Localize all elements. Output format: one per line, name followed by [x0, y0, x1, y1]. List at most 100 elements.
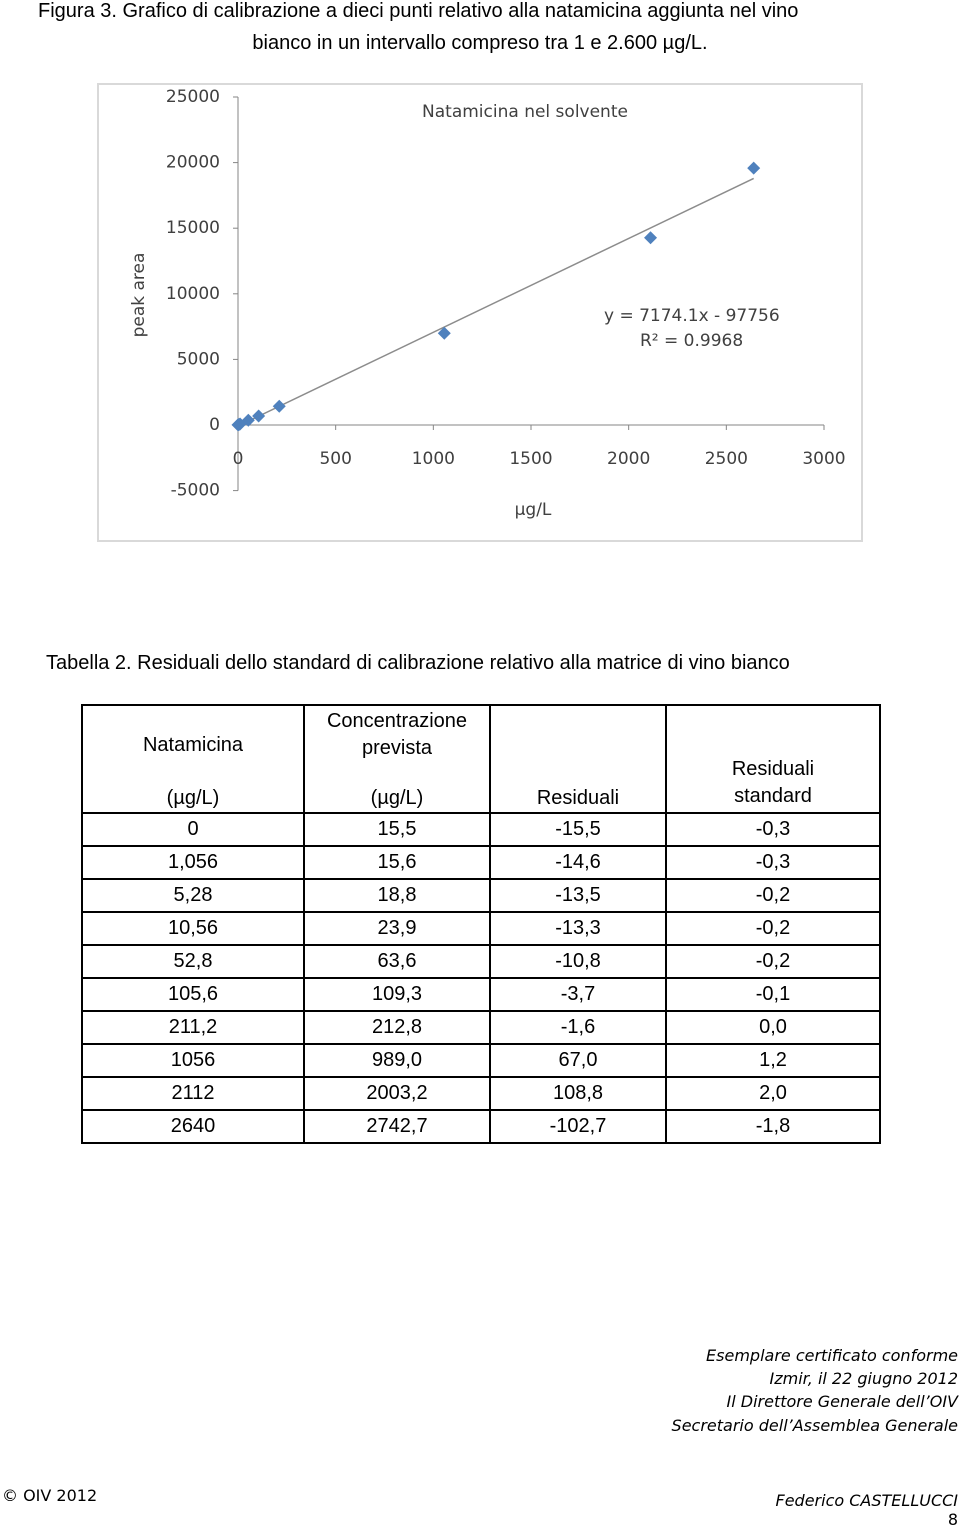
table-row: 5,28 18,8 -13,5 -0,2 — [81, 878, 881, 913]
point — [644, 231, 658, 245]
table-cell: 1056 — [81, 1043, 305, 1078]
table-cell: 989,0 — [303, 1043, 491, 1078]
signature: Federico CASTELLUCCI — [775, 1491, 959, 1510]
table-cell: 2003,2 — [303, 1076, 491, 1111]
y-tick-label: 0 — [209, 415, 220, 435]
table-cell: -10,8 — [489, 944, 667, 979]
header-cell: Residuali — [489, 704, 667, 814]
point — [747, 161, 761, 175]
y-tick-label: 5000 — [177, 349, 220, 369]
table-row: 10,56 23,9 -13,3 -0,2 — [81, 911, 881, 946]
table-cell: 10,56 — [81, 911, 305, 946]
header-text: Residuali — [536, 787, 620, 809]
x-tick-label: 1500 — [509, 449, 552, 469]
table-cell: 63,6 — [303, 944, 491, 979]
table-row: 0 15,5 -15,5 -0,3 — [81, 812, 881, 847]
table-body: 0 15,5 -15,5 -0,3 1,056 15,6 -14,6 -0,3 5,28 18,8… — [81, 812, 881, 1144]
table-cell: -1,6 — [489, 1010, 667, 1045]
table-cell: 0,0 — [665, 1010, 881, 1045]
x-axis-label: µg/L — [515, 500, 552, 520]
header-text: (µg/L) — [166, 787, 220, 809]
header-text: Concentrazione prevista — [326, 710, 468, 759]
table-cell: 1,2 — [665, 1043, 881, 1078]
y-tick-label: 20000 — [166, 153, 220, 173]
y-tick-label: 10000 — [166, 284, 220, 304]
y-tick-label: -5000 — [171, 481, 220, 501]
trendline — [237, 177, 755, 427]
table-cell: -15,5 — [489, 812, 667, 847]
table-cell: 2742,7 — [303, 1109, 491, 1144]
table-cell: -1,8 — [665, 1109, 881, 1144]
table-cell: -0,3 — [665, 812, 881, 847]
header-cell: Natamicina (µg/L) — [81, 704, 305, 814]
x-tick-label: 1000 — [412, 449, 455, 469]
table-cell: -102,7 — [489, 1109, 667, 1144]
header-text: Residuali standard — [731, 758, 815, 807]
point — [437, 326, 451, 340]
point — [252, 409, 266, 423]
certification: Izmir, il 22 giugno 2012 — [769, 1369, 958, 1388]
table-cell: 67,0 — [489, 1043, 667, 1078]
table-cell: 5,28 — [81, 878, 305, 913]
copyright: © OIV 2012 — [2, 1486, 98, 1505]
table-cell: -0,2 — [665, 944, 881, 979]
r-squared: R² = 0.9968 — [640, 331, 743, 351]
table-cell: 1,056 — [81, 845, 305, 880]
table-cell: -3,7 — [489, 977, 667, 1012]
x-tick-label: 500 — [319, 449, 351, 469]
point — [241, 413, 255, 427]
table-cell: -0,2 — [665, 911, 881, 946]
x-tick-label: 2500 — [705, 449, 748, 469]
chart: Natamicina nel solvente µg/L peak area y… — [97, 83, 863, 542]
certification: Il Direttore Generale dell’OIV — [726, 1392, 959, 1411]
table-cell: 109,3 — [303, 977, 491, 1012]
x-tick-label: 0 — [233, 449, 244, 469]
table-cell: 212,8 — [303, 1010, 491, 1045]
y-tick-label: 15000 — [166, 218, 220, 238]
table-row: 2640 2742,7 -102,7 -1,8 — [81, 1109, 881, 1144]
table-cell: -14,6 — [489, 845, 667, 880]
table-cell: 18,8 — [303, 878, 491, 913]
header-text: (µg/L) — [370, 787, 424, 809]
table-cell: -13,5 — [489, 878, 667, 913]
x-tick-label: 2000 — [607, 449, 650, 469]
table-caption: Tabella 2. Residuali dello standard di c… — [46, 652, 790, 674]
table-row: 105,6 109,3 -3,7 -0,1 — [81, 977, 881, 1012]
figure-caption: bianco in un intervallo compreso tra 1 e… — [252, 32, 708, 54]
header-cell: Concentrazione prevista (µg/L) — [303, 704, 491, 814]
y-tick-label: 25000 — [166, 87, 220, 107]
table-cell: -0,1 — [665, 977, 881, 1012]
table-cell: -13,3 — [489, 911, 667, 946]
table-cell: 211,2 — [81, 1010, 305, 1045]
table-row: 2112 2003,2 108,8 2,0 — [81, 1076, 881, 1111]
table-cell: 105,6 — [81, 977, 305, 1012]
header-text: Natamicina — [142, 734, 244, 756]
chart-title: Natamicina nel solvente — [422, 102, 628, 122]
table-cell: 23,9 — [303, 911, 491, 946]
table-row: 1,056 15,6 -14,6 -0,3 — [81, 845, 881, 880]
table-cell: 2112 — [81, 1076, 305, 1111]
x-tick-label: 3000 — [802, 449, 845, 469]
page-number: 8 — [947, 1510, 958, 1529]
table-row: 211,2 212,8 -1,6 0,0 — [81, 1010, 881, 1045]
table-row: 52,8 63,6 -10,8 -0,2 — [81, 944, 881, 979]
table-cell: 0 — [81, 812, 305, 847]
certification: Esemplare certificato conforme — [706, 1346, 958, 1365]
table-cell: -0,2 — [665, 878, 881, 913]
table-cell: -0,3 — [665, 845, 881, 880]
residuals-table: Natamicina (µg/L) Concentrazione previst… — [81, 704, 881, 1144]
table-cell: 2640 — [81, 1109, 305, 1144]
point — [272, 399, 286, 413]
table-cell: 15,5 — [303, 812, 491, 847]
table-cell: 15,6 — [303, 845, 491, 880]
table-cell: 2,0 — [665, 1076, 881, 1111]
certification: Secretario dell’Assemblea Generale — [671, 1416, 958, 1435]
table-cell: 108,8 — [489, 1076, 667, 1111]
table-cell: 52,8 — [81, 944, 305, 979]
header-cell: Residuali standard — [665, 704, 881, 814]
equation: y = 7174.1x - 97756 — [604, 306, 780, 326]
figure-caption: Figura 3. Grafico di calibrazione a diec… — [38, 0, 799, 22]
table-row: 1056 989,0 67,0 1,2 — [81, 1043, 881, 1078]
y-axis-label: peak area — [129, 253, 149, 338]
